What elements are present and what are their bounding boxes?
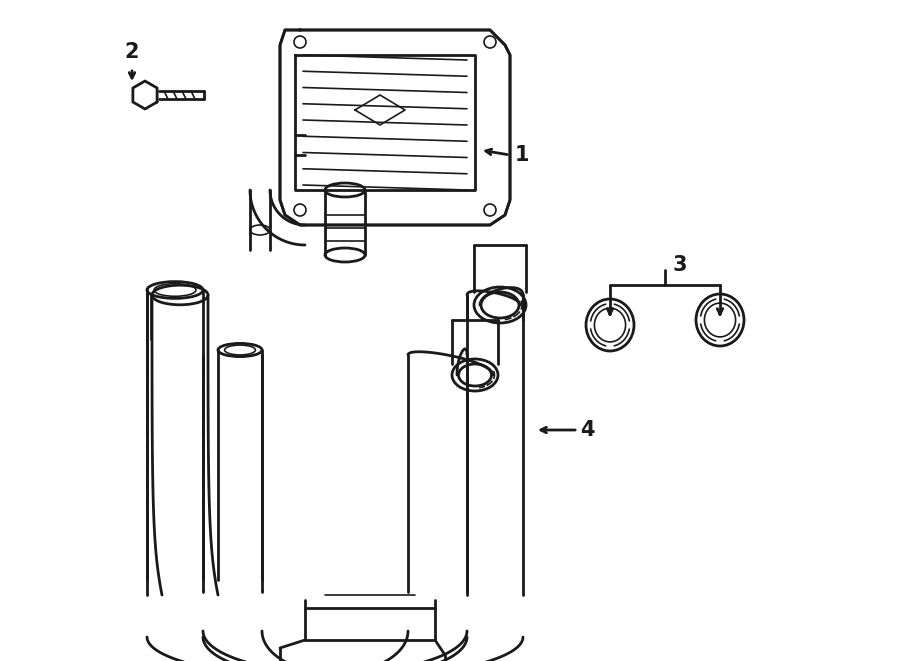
Polygon shape: [280, 30, 510, 225]
Text: 2: 2: [125, 42, 140, 62]
Text: 1: 1: [515, 145, 529, 165]
Text: 3: 3: [673, 255, 688, 275]
Text: 4: 4: [580, 420, 595, 440]
